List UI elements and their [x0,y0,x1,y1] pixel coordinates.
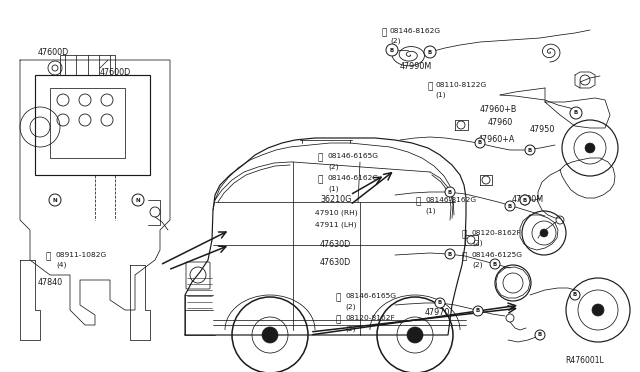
Text: B: B [448,189,452,195]
Text: 08120-8162F: 08120-8162F [345,315,395,321]
Text: Ⓑ: Ⓑ [335,293,340,302]
Text: B: B [476,308,480,314]
Text: B: B [573,292,577,298]
Text: B: B [390,48,394,52]
Text: (2): (2) [328,163,339,170]
Text: 08146-8162G: 08146-8162G [390,28,441,34]
Text: 08120-8162F: 08120-8162F [472,230,522,236]
FancyBboxPatch shape [50,88,125,158]
Text: (4): (4) [56,262,67,269]
Text: (1): (1) [328,185,339,192]
Text: B: B [528,148,532,153]
Circle shape [520,195,530,205]
Text: 47600D: 47600D [100,68,131,77]
Text: 08146-6162G: 08146-6162G [328,175,379,181]
Circle shape [535,330,545,340]
Circle shape [49,194,61,206]
FancyBboxPatch shape [35,75,150,175]
Text: 08911-1082G: 08911-1082G [56,252,108,258]
Text: (2): (2) [345,303,356,310]
Text: B: B [574,110,578,115]
Text: Ⓑ: Ⓑ [382,28,387,37]
Text: Ⓑ: Ⓑ [415,197,420,206]
Circle shape [585,143,595,153]
Text: 47840: 47840 [38,278,63,287]
Circle shape [445,187,455,197]
Circle shape [570,290,580,300]
Circle shape [435,298,445,308]
Text: B: B [538,333,542,337]
Text: 08146-6165G: 08146-6165G [328,153,379,159]
Text: 47960: 47960 [488,118,513,127]
Text: 47910 (RH): 47910 (RH) [315,210,358,217]
Text: (1): (1) [425,207,436,214]
Text: (2): (2) [472,240,483,247]
Text: 08146-6165G: 08146-6165G [345,293,396,299]
Text: N: N [52,198,58,202]
Text: Ⓑ: Ⓑ [462,230,467,239]
Circle shape [473,306,483,316]
Circle shape [570,107,582,119]
Circle shape [132,194,144,206]
Text: 08110-8122G: 08110-8122G [435,82,486,88]
Circle shape [262,327,278,343]
Circle shape [475,138,485,148]
Text: 47950: 47950 [530,125,556,134]
Text: Ⓑ: Ⓑ [462,252,467,261]
Text: 47911 (LH): 47911 (LH) [315,222,356,228]
Text: 08146-6125G: 08146-6125G [472,252,523,258]
Text: Ⓑ: Ⓑ [335,315,340,324]
Text: 47990M: 47990M [400,62,432,71]
Text: 08146-8162G: 08146-8162G [425,197,476,203]
Text: B: B [448,251,452,257]
Text: (2): (2) [472,262,483,269]
Text: 47960+A: 47960+A [478,135,515,144]
Text: B: B [508,203,512,208]
Circle shape [407,327,423,343]
Text: B: B [523,198,527,202]
Text: B: B [478,141,482,145]
Text: Ⓝ: Ⓝ [46,252,51,261]
Text: 47630D: 47630D [320,240,351,249]
Text: Ⓑ: Ⓑ [318,175,323,184]
Text: R476001L: R476001L [565,356,604,365]
Text: Ⓑ: Ⓑ [318,153,323,162]
Text: B: B [493,262,497,266]
Circle shape [490,259,500,269]
Circle shape [525,145,535,155]
Text: 47600D: 47600D [38,48,69,57]
Circle shape [505,201,515,211]
Text: 36210G: 36210G [320,195,351,204]
Text: B: B [428,49,432,55]
Text: Ⓑ: Ⓑ [427,82,433,91]
Text: 47900M: 47900M [512,195,544,204]
Circle shape [386,44,398,56]
Text: 47630D: 47630D [320,258,351,267]
Text: B: B [438,301,442,305]
Circle shape [424,46,436,58]
Text: (2): (2) [345,325,356,331]
Text: N: N [136,198,140,202]
Circle shape [445,249,455,259]
Text: (2): (2) [390,38,401,45]
Text: 47970: 47970 [425,308,451,317]
Circle shape [540,229,548,237]
Circle shape [592,304,604,316]
Text: (1): (1) [435,92,445,99]
FancyBboxPatch shape [186,262,210,289]
Text: 47960+B: 47960+B [480,105,517,114]
